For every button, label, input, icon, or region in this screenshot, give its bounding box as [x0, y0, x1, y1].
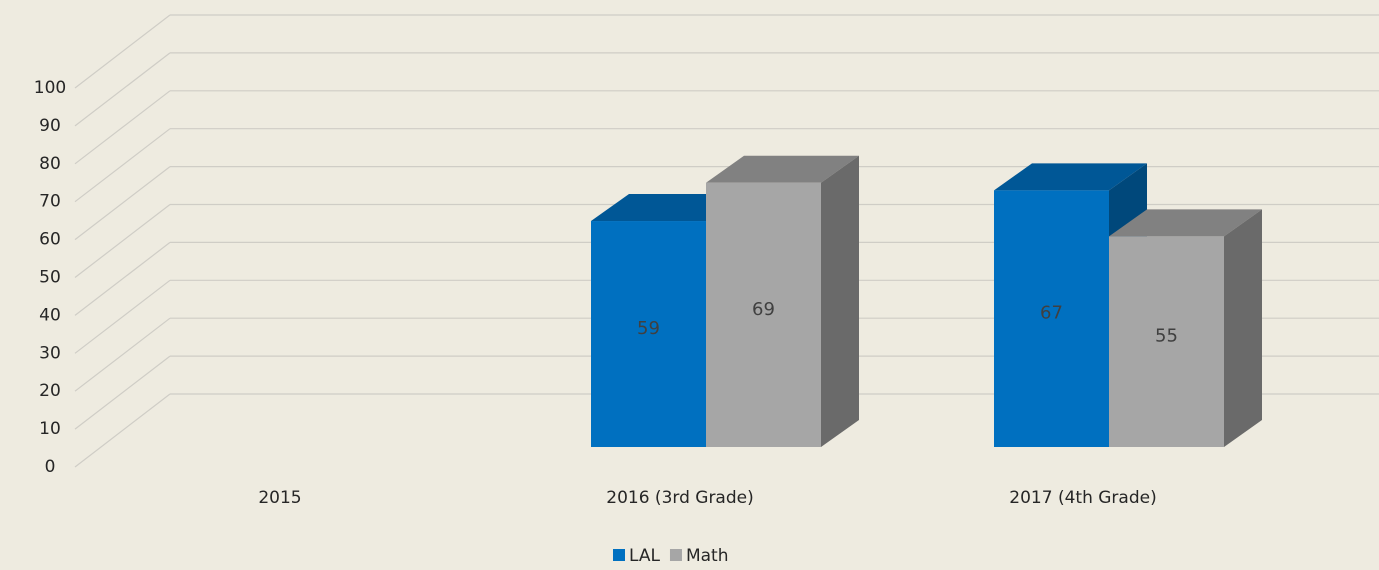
bar-side	[821, 155, 859, 448]
grid-line	[74, 14, 171, 89]
grid-line	[74, 241, 171, 316]
y-tick-label: 70	[39, 192, 61, 212]
bar-top	[591, 194, 744, 222]
grid-line	[74, 128, 171, 203]
legend-label: LAL	[629, 546, 660, 566]
y-tick-label: 100	[34, 78, 66, 98]
x-tick-label: 2015	[258, 488, 301, 508]
bar	[994, 190, 1109, 447]
grid-line	[74, 317, 171, 392]
bar-top	[994, 163, 1147, 191]
y-tick-label: 50	[39, 268, 61, 288]
grid-line	[74, 52, 171, 127]
y-tick-label: 20	[39, 381, 61, 401]
legend-swatch	[613, 549, 625, 561]
bar-side	[1224, 209, 1262, 447]
data-label: 55	[1155, 326, 1178, 347]
y-tick-label: 0	[45, 457, 56, 477]
grid-line	[74, 279, 171, 354]
x-tick-label: 2017 (4th Grade)	[1009, 488, 1156, 508]
y-tick-label: 60	[39, 230, 61, 250]
data-label: 59	[637, 318, 660, 339]
y-tick-label: 40	[39, 305, 61, 325]
y-tick-label: 10	[39, 419, 61, 439]
legend-swatch	[669, 549, 682, 561]
y-tick-label: 90	[39, 116, 61, 136]
grid-line	[74, 90, 171, 165]
y-tick-label: 30	[39, 343, 61, 363]
grid-line	[74, 355, 171, 430]
grid-line	[74, 393, 171, 468]
data-label: 69	[752, 299, 775, 320]
grid-line	[74, 204, 171, 278]
data-label: 67	[1040, 303, 1063, 324]
grid-line	[74, 166, 171, 241]
bar	[706, 182, 821, 448]
bar-top	[706, 155, 859, 183]
bar	[591, 221, 706, 447]
bar-top	[1109, 209, 1262, 237]
y-tick-label: 80	[39, 154, 61, 174]
bar	[1109, 236, 1224, 447]
x-tick-label: 2016 (3rd Grade)	[606, 488, 753, 508]
legend-label: Math	[686, 546, 729, 566]
